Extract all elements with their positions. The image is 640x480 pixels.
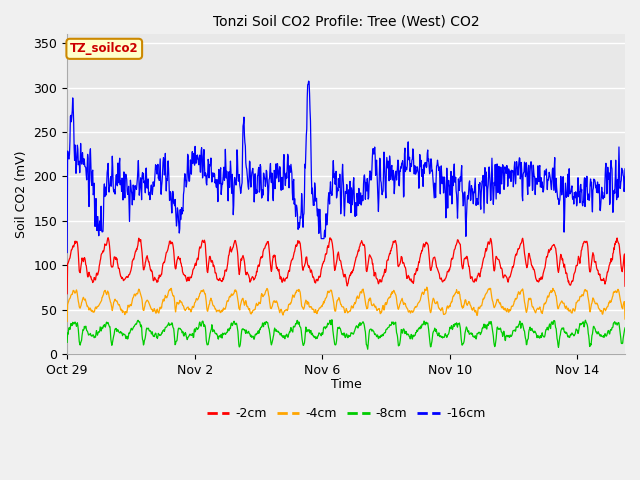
- Text: TZ_soilco2: TZ_soilco2: [70, 42, 139, 55]
- Y-axis label: Soil CO2 (mV): Soil CO2 (mV): [15, 150, 28, 238]
- Legend: -2cm, -4cm, -8cm, -16cm: -2cm, -4cm, -8cm, -16cm: [202, 402, 491, 425]
- X-axis label: Time: Time: [331, 378, 362, 391]
- Title: Tonzi Soil CO2 Profile: Tree (West) CO2: Tonzi Soil CO2 Profile: Tree (West) CO2: [212, 15, 479, 29]
